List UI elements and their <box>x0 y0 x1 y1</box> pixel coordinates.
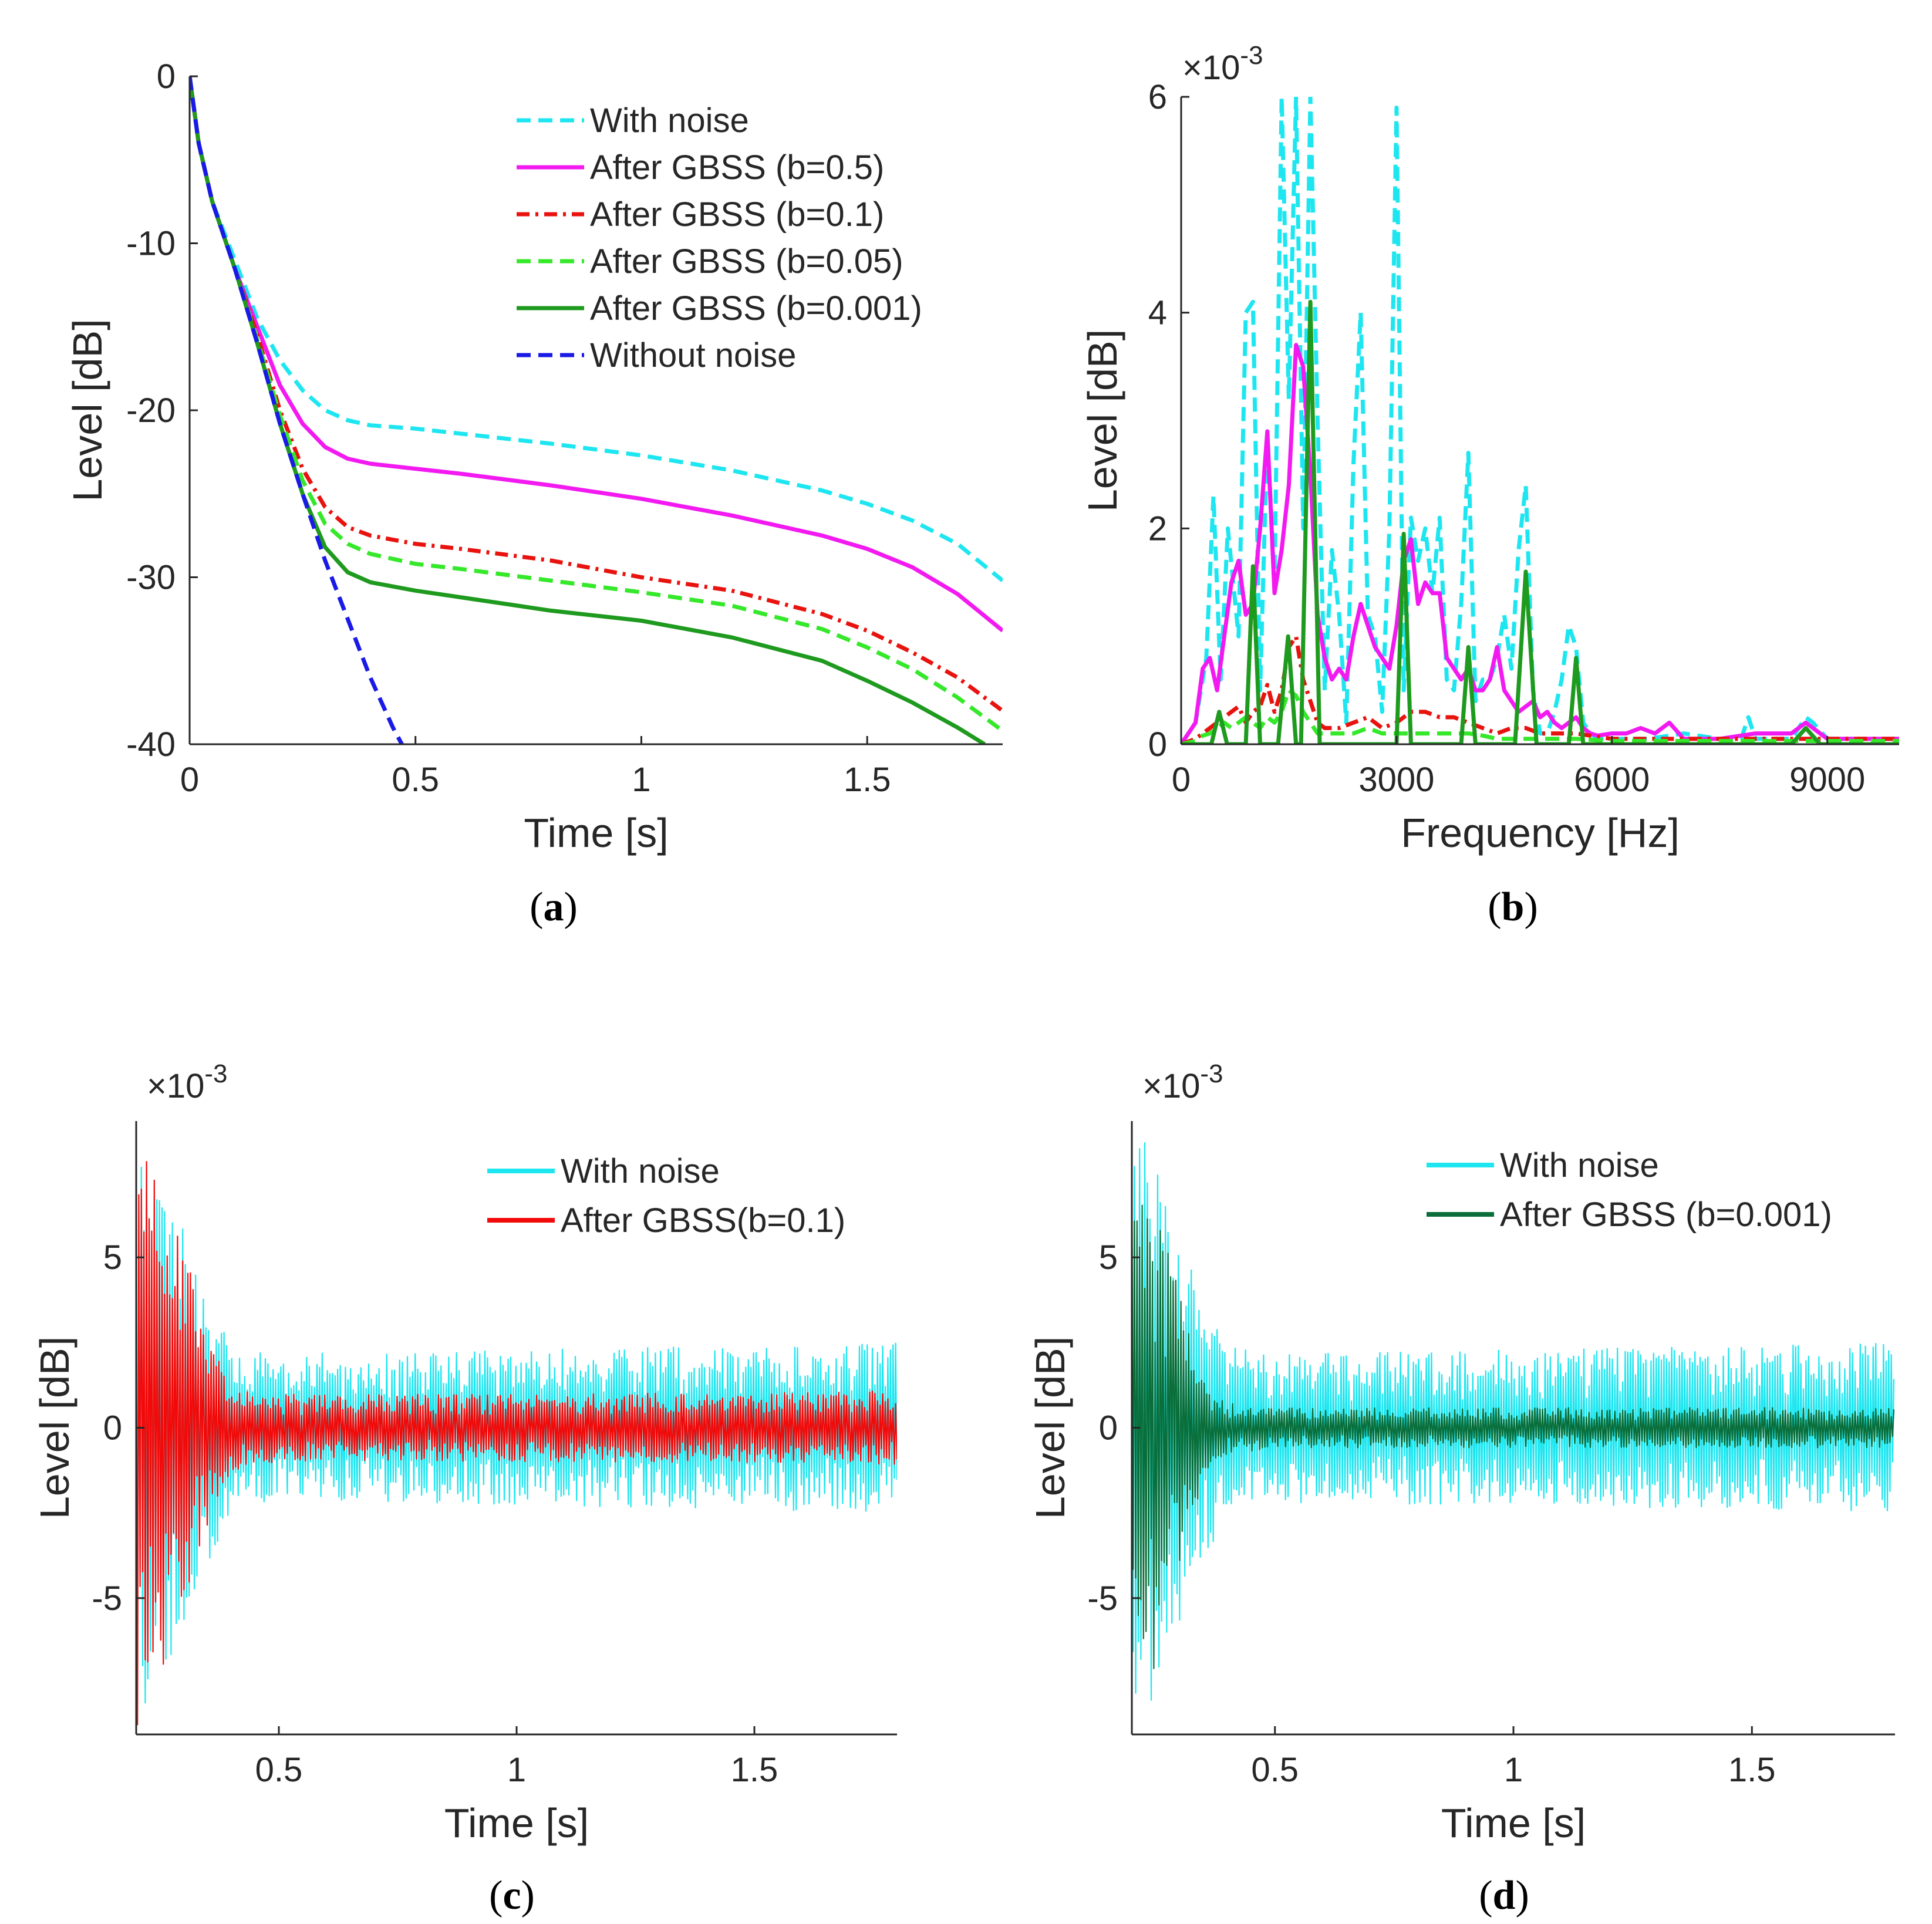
legend-label-2: After GBSS (b=0.001) <box>1500 1196 1832 1234</box>
panel-caption-letter: b <box>1502 885 1525 930</box>
legend-label-6: Without noise <box>590 336 796 374</box>
panel-d: 0.5 1 1.5 5 0 -5 Time [s] Level [dB] ×10-3 With n… <box>1027 1059 1895 1918</box>
legend-label-1: With noise <box>590 102 749 140</box>
x-tick-label: 1 <box>1504 1751 1523 1789</box>
panel-caption-letter: d <box>1493 1873 1516 1918</box>
series-signal-1 <box>1132 1135 1895 1701</box>
panel-caption: (b) <box>1488 885 1538 930</box>
y-axis-label: Level [dB] <box>1027 1336 1073 1519</box>
panel-caption-letter: c <box>503 1873 521 1918</box>
x-axis-label: Frequency [Hz] <box>1401 810 1680 856</box>
axis-exponent: ×10-3 <box>1182 41 1263 87</box>
x-tick-label: 3000 <box>1358 761 1434 799</box>
axis-exponent: ×10-3 <box>1142 1059 1223 1105</box>
series-line-3 <box>1181 634 1899 744</box>
legend: With noise After GBSS (b=0.001) <box>1427 1146 1832 1234</box>
legend: With noise After GBSS (b=0.5) After GBSS (… <box>517 102 922 374</box>
x-tick-label: 1.5 <box>1728 1751 1776 1789</box>
plot-area <box>136 1125 897 1726</box>
x-tick-label: 0 <box>1172 761 1191 799</box>
y-tick-label: 0 <box>1148 725 1167 764</box>
y-tick-label: 4 <box>1148 294 1167 332</box>
y-tick-label: -10 <box>126 225 176 263</box>
series-line-5 <box>1181 299 1899 744</box>
panel-b: 0 3000 6000 9000 0 2 4 6 Frequency [Hz] Level [dB… <box>1080 41 1899 930</box>
x-tick-label: 0.5 <box>1251 1751 1299 1789</box>
panel-caption: (d) <box>1479 1873 1529 1918</box>
y-tick-label: 0 <box>1099 1409 1118 1447</box>
series-line-3 <box>190 76 1003 713</box>
series-signal-2 <box>1132 1129 1895 1669</box>
x-tick-label: 0 <box>180 761 199 799</box>
y-tick-label: 6 <box>1148 78 1167 116</box>
legend-label-2: After GBSS (b=0.5) <box>590 148 884 187</box>
y-tick-label: 5 <box>103 1238 122 1277</box>
legend-label-4: After GBSS (b=0.05) <box>590 242 903 281</box>
y-axis-label: Level [dB] <box>65 319 110 501</box>
axis-exponent: ×10-3 <box>147 1059 228 1105</box>
x-tick-label: 1 <box>632 761 650 799</box>
y-tick-label: 2 <box>1148 509 1167 548</box>
series-line-2 <box>1181 343 1899 744</box>
y-tick-label: -5 <box>1087 1579 1118 1618</box>
x-tick-label: 1.5 <box>731 1751 778 1789</box>
axis-exponent-power: -3 <box>1240 41 1263 70</box>
x-axis-label: Time [s] <box>1441 1800 1586 1846</box>
plot-area <box>190 76 1003 744</box>
series-line-1 <box>190 76 1003 582</box>
x-axis-label: Time [s] <box>524 810 668 856</box>
series-line-5 <box>190 76 986 744</box>
legend: With noise After GBSS(b=0.1) <box>487 1152 845 1240</box>
legend-label-1: With noise <box>1500 1146 1659 1184</box>
series-line-1 <box>1181 97 1899 744</box>
panel-caption: (a) <box>530 885 578 930</box>
panel-c: 0.5 1 1.5 5 0 -5 Time [s] Level [dB] ×10-3 With n… <box>32 1059 897 1918</box>
panel-caption: (c) <box>489 1873 535 1918</box>
series-line-4 <box>1181 688 1899 744</box>
y-tick-label: 5 <box>1099 1238 1118 1277</box>
series-line-4 <box>190 76 1003 733</box>
x-tick-label: 0.5 <box>392 761 439 799</box>
panel-caption-letter: a <box>544 885 564 930</box>
axis-exponent-power: -3 <box>1200 1059 1223 1088</box>
y-tick-label: -5 <box>92 1579 122 1618</box>
x-tick-label: 1 <box>507 1751 526 1789</box>
x-axis-label: Time [s] <box>444 1800 589 1846</box>
plot-area <box>1132 1129 1895 1701</box>
x-tick-label: 0.5 <box>255 1751 303 1789</box>
axis-exponent-base: ×10 <box>147 1067 204 1105</box>
axis-exponent-power: -3 <box>204 1059 227 1088</box>
y-axis-label: Level [dB] <box>32 1336 77 1519</box>
y-tick-label: -40 <box>126 725 176 764</box>
series-line-6 <box>190 76 404 744</box>
legend-label-3: After GBSS (b=0.1) <box>590 195 884 234</box>
x-tick-label: 9000 <box>1789 761 1865 799</box>
axis-exponent-base: ×10 <box>1182 49 1240 87</box>
y-axis-label: Level [dB] <box>1080 329 1125 512</box>
legend-label-5: After GBSS (b=0.001) <box>590 289 922 328</box>
y-tick-label: -30 <box>126 559 176 597</box>
y-tick-label: -20 <box>126 391 176 430</box>
axis-exponent-base: ×10 <box>1142 1067 1200 1105</box>
legend-label-1: With noise <box>561 1152 720 1190</box>
plot-area <box>1181 97 1899 744</box>
x-tick-label: 6000 <box>1574 761 1650 799</box>
x-tick-label: 1.5 <box>844 761 891 799</box>
series-signal-2 <box>136 1161 897 1726</box>
y-tick-label: 0 <box>157 58 176 96</box>
y-tick-label: 0 <box>103 1409 122 1447</box>
legend-label-2: After GBSS(b=0.1) <box>561 1201 845 1240</box>
panel-a: 0 0.5 1 1.5 0 -10 -20 -30 -40 Time [s] Level [dB] W… <box>65 58 1003 930</box>
